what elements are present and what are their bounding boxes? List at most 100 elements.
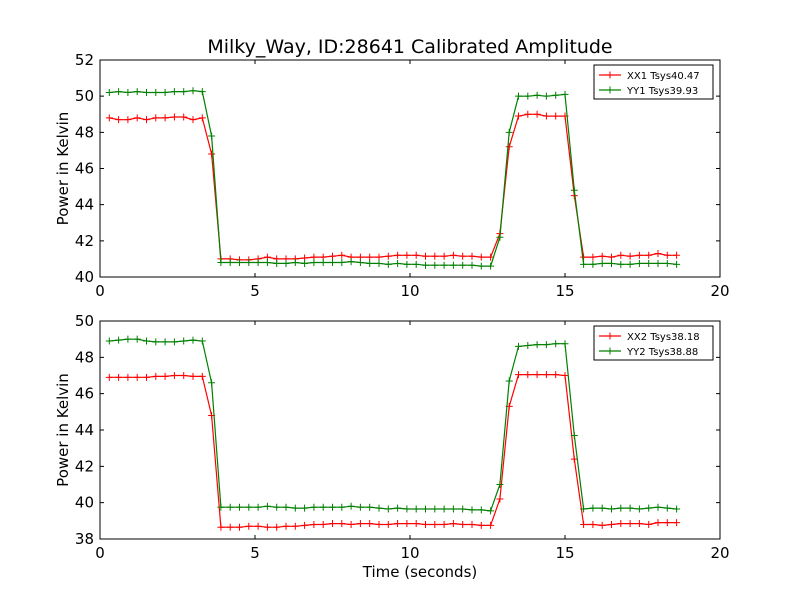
data-point	[598, 259, 606, 267]
data-point	[115, 88, 123, 96]
data-point	[431, 252, 439, 260]
y-tick-label: 50	[75, 312, 94, 330]
data-point	[152, 114, 160, 122]
data-point	[673, 251, 681, 259]
data-point	[143, 373, 150, 381]
data-point	[459, 505, 467, 513]
data-point	[673, 505, 681, 513]
series-line-1-2	[109, 90, 677, 267]
data-point	[468, 506, 476, 514]
data-point	[412, 520, 420, 528]
x-tick-label: 10	[400, 544, 419, 562]
data-point	[170, 338, 178, 346]
data-point	[226, 259, 234, 267]
data-point	[422, 261, 429, 269]
data-point	[338, 503, 346, 511]
data-point	[645, 520, 653, 528]
data-point	[152, 338, 160, 346]
data-point	[626, 520, 634, 528]
data-point	[291, 504, 299, 512]
data-point	[459, 520, 467, 528]
data-point	[449, 520, 457, 528]
data-point	[189, 87, 197, 95]
data-point	[161, 89, 169, 97]
data-point	[310, 503, 318, 511]
data-point	[487, 521, 495, 529]
legend-label: YY1 Tsys39.93	[626, 86, 698, 97]
data-point	[115, 336, 123, 344]
data-point	[338, 259, 346, 267]
data-point	[626, 252, 634, 260]
legend: XX2 Tsys38.18 YY2 Tsys38.88	[593, 325, 714, 361]
data-point	[673, 260, 681, 268]
data-point	[626, 504, 634, 512]
data-point	[645, 504, 653, 512]
data-point	[291, 522, 299, 530]
data-point	[394, 259, 402, 267]
data-point	[422, 505, 429, 513]
data-point	[608, 520, 615, 528]
data-point	[263, 259, 271, 267]
data-point	[477, 521, 485, 529]
data-point	[542, 341, 550, 349]
data-point	[440, 261, 448, 269]
data-point	[208, 379, 216, 387]
data-point	[524, 110, 532, 118]
data-point	[635, 505, 643, 513]
data-point	[635, 520, 643, 528]
data-point	[319, 259, 327, 267]
data-point	[115, 373, 123, 381]
data-point	[515, 342, 522, 350]
data-point	[542, 112, 550, 120]
data-point	[431, 520, 439, 528]
data-point	[375, 259, 383, 267]
y-axis-label: Power in Kelvin	[54, 373, 72, 487]
data-point	[617, 260, 625, 268]
data-point	[152, 89, 160, 97]
data-point	[663, 251, 671, 259]
data-point	[133, 88, 141, 96]
data-point	[180, 372, 188, 379]
x-tick-label: 5	[250, 282, 260, 300]
data-point	[403, 505, 411, 513]
data-point	[217, 503, 225, 511]
data-point	[515, 371, 522, 379]
data-point	[403, 251, 411, 259]
data-point	[468, 520, 476, 528]
data-point	[505, 128, 513, 136]
data-point	[496, 481, 504, 488]
data-point	[319, 503, 327, 511]
data-point	[561, 372, 569, 379]
y-tick-label: 50	[75, 87, 94, 105]
data-point	[412, 505, 420, 513]
data-point	[589, 260, 597, 268]
x-tick-label: 15	[555, 544, 574, 562]
data-point	[375, 504, 383, 512]
data-point	[505, 377, 513, 385]
data-point	[356, 503, 364, 511]
data-point	[366, 253, 374, 261]
data-point	[459, 261, 467, 269]
data-point	[570, 455, 578, 463]
data-point	[170, 372, 178, 379]
data-point	[124, 116, 132, 124]
data-point	[124, 89, 132, 97]
data-point	[245, 259, 253, 267]
data-point	[617, 251, 625, 259]
data-point	[645, 251, 653, 259]
legend: XX1 Tsys40.47 YY1 Tsys39.93	[593, 64, 714, 100]
x-tick-label: 10	[400, 282, 419, 300]
data-point	[124, 373, 132, 381]
data-point	[198, 88, 206, 96]
data-point	[180, 113, 188, 121]
x-tick-label: 20	[710, 282, 729, 300]
data-point	[105, 373, 113, 381]
data-point	[403, 260, 411, 268]
data-point	[580, 253, 588, 261]
data-point	[310, 259, 318, 267]
data-point	[505, 143, 513, 151]
data-point	[105, 89, 113, 97]
data-point	[236, 503, 243, 511]
data-point	[663, 519, 671, 527]
